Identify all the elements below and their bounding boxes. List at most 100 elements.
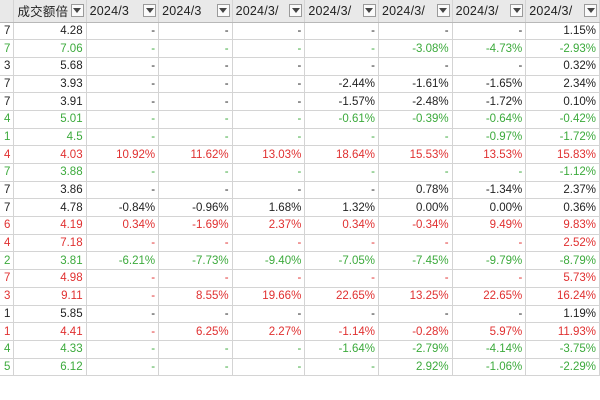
table-cell[interactable]: -1.34% bbox=[452, 181, 527, 200]
header-cell-col-7[interactable]: 2024/3/ bbox=[452, 0, 527, 23]
table-cell[interactable]: - bbox=[86, 181, 160, 200]
table-cell[interactable]: 7.06 bbox=[13, 39, 87, 58]
table-cell[interactable]: - bbox=[86, 39, 160, 58]
table-cell[interactable]: 6.12 bbox=[13, 358, 87, 377]
table-cell[interactable]: 22.65% bbox=[304, 287, 379, 306]
table-cell[interactable]: - bbox=[86, 22, 160, 41]
table-cell[interactable]: 5.85 bbox=[13, 305, 87, 324]
table-cell[interactable]: 5.97% bbox=[452, 322, 527, 341]
table-cell[interactable]: - bbox=[452, 234, 527, 253]
table-cell[interactable]: - bbox=[378, 128, 453, 147]
table-cell[interactable]: - bbox=[378, 57, 453, 76]
table-cell[interactable]: 7 bbox=[0, 92, 15, 111]
table-cell[interactable]: - bbox=[158, 340, 233, 359]
table-cell[interactable]: 19.66% bbox=[232, 287, 306, 306]
table-cell[interactable]: - bbox=[158, 305, 233, 324]
table-cell[interactable]: -2.29% bbox=[525, 358, 600, 377]
table-cell[interactable]: - bbox=[86, 287, 160, 306]
table-cell[interactable]: -2.44% bbox=[304, 75, 379, 94]
table-cell[interactable]: - bbox=[158, 110, 233, 129]
header-cell-col-3[interactable]: 2024/3 bbox=[158, 0, 233, 23]
table-cell[interactable]: - bbox=[158, 181, 233, 200]
table-cell[interactable]: 1.15% bbox=[525, 22, 600, 41]
table-cell[interactable]: 7 bbox=[0, 198, 15, 218]
table-cell[interactable]: 9.11 bbox=[13, 287, 87, 306]
table-cell[interactable]: -0.97% bbox=[452, 128, 527, 147]
table-cell[interactable]: -3.75% bbox=[525, 340, 600, 359]
table-cell[interactable]: 1.68% bbox=[232, 198, 306, 218]
table-cell[interactable]: -1.61% bbox=[378, 75, 453, 94]
table-cell[interactable]: -1.12% bbox=[525, 163, 600, 182]
table-cell[interactable]: -1.06% bbox=[452, 358, 527, 377]
table-cell[interactable]: - bbox=[86, 163, 160, 182]
header-cell-col-1[interactable]: 成交额倍 bbox=[13, 0, 87, 23]
table-cell[interactable]: 2.37% bbox=[232, 216, 306, 235]
table-cell[interactable]: 9.83% bbox=[525, 216, 600, 235]
table-cell[interactable]: 7 bbox=[0, 75, 15, 94]
table-cell[interactable]: - bbox=[452, 57, 527, 76]
table-cell[interactable]: -0.64% bbox=[452, 110, 527, 129]
header-cell-col-2[interactable]: 2024/3 bbox=[86, 0, 160, 23]
filter-dropdown-icon[interactable] bbox=[584, 4, 597, 17]
table-cell[interactable]: - bbox=[304, 128, 379, 147]
table-cell[interactable]: - bbox=[232, 75, 306, 94]
table-cell[interactable]: 4 bbox=[0, 234, 15, 253]
table-cell[interactable]: 15.53% bbox=[378, 145, 453, 164]
table-cell[interactable]: - bbox=[86, 305, 160, 324]
table-cell[interactable]: - bbox=[158, 128, 233, 147]
table-cell[interactable]: - bbox=[304, 22, 379, 41]
table-cell[interactable]: 0.36% bbox=[525, 198, 600, 218]
table-cell[interactable]: - bbox=[232, 110, 306, 129]
table-cell[interactable]: 0.34% bbox=[304, 216, 379, 235]
table-cell[interactable]: - bbox=[232, 234, 306, 253]
table-cell[interactable]: -3.08% bbox=[378, 39, 453, 58]
header-cell-col-8[interactable]: 2024/3/ bbox=[525, 0, 600, 23]
table-cell[interactable]: - bbox=[232, 22, 306, 41]
table-cell[interactable]: -0.96% bbox=[158, 198, 233, 218]
table-cell[interactable]: 4.98 bbox=[13, 269, 87, 288]
table-cell[interactable]: -4.14% bbox=[452, 340, 527, 359]
table-cell[interactable]: -7.73% bbox=[158, 251, 233, 271]
table-cell[interactable]: 5.01 bbox=[13, 110, 87, 129]
header-cell-col-6[interactable]: 2024/3/ bbox=[378, 0, 453, 23]
table-cell[interactable]: - bbox=[452, 163, 527, 182]
table-cell[interactable]: - bbox=[232, 358, 306, 377]
table-cell[interactable]: 15.83% bbox=[525, 145, 600, 164]
table-cell[interactable]: 13.53% bbox=[452, 145, 527, 164]
table-cell[interactable]: 3.86 bbox=[13, 181, 87, 200]
table-cell[interactable]: - bbox=[232, 181, 306, 200]
table-cell[interactable]: - bbox=[86, 57, 160, 76]
table-cell[interactable]: 0.10% bbox=[525, 92, 600, 111]
table-cell[interactable]: - bbox=[158, 39, 233, 58]
table-cell[interactable]: - bbox=[452, 305, 527, 324]
table-cell[interactable]: - bbox=[304, 234, 379, 253]
table-cell[interactable]: - bbox=[304, 39, 379, 58]
table-cell[interactable]: 2.52% bbox=[525, 234, 600, 253]
table-cell[interactable]: - bbox=[378, 269, 453, 288]
table-cell[interactable]: 8.55% bbox=[158, 287, 233, 306]
table-cell[interactable]: -0.61% bbox=[304, 110, 379, 129]
table-cell[interactable]: - bbox=[86, 358, 160, 377]
table-cell[interactable]: 10.92% bbox=[86, 145, 160, 164]
table-cell[interactable]: 5 bbox=[0, 358, 15, 377]
table-cell[interactable]: - bbox=[304, 57, 379, 76]
table-cell[interactable]: 0.00% bbox=[452, 198, 527, 218]
table-cell[interactable]: - bbox=[158, 358, 233, 377]
table-cell[interactable]: 7 bbox=[0, 269, 15, 288]
table-cell[interactable]: - bbox=[304, 305, 379, 324]
table-cell[interactable]: - bbox=[378, 234, 453, 253]
table-cell[interactable]: 22.65% bbox=[452, 287, 527, 306]
table-cell[interactable]: -0.28% bbox=[378, 322, 453, 341]
table-cell[interactable]: 1.19% bbox=[525, 305, 600, 324]
table-cell[interactable]: -2.79% bbox=[378, 340, 453, 359]
table-cell[interactable]: 18.64% bbox=[304, 145, 379, 164]
table-cell[interactable]: -6.21% bbox=[86, 251, 160, 271]
table-cell[interactable]: - bbox=[378, 163, 453, 182]
table-cell[interactable]: - bbox=[86, 269, 160, 288]
table-cell[interactable]: 0.00% bbox=[378, 198, 453, 218]
table-cell[interactable]: - bbox=[86, 92, 160, 111]
table-cell[interactable]: -0.34% bbox=[378, 216, 453, 235]
filter-dropdown-icon[interactable] bbox=[362, 4, 376, 17]
table-cell[interactable]: -0.42% bbox=[525, 110, 600, 129]
table-cell[interactable]: - bbox=[232, 305, 306, 324]
